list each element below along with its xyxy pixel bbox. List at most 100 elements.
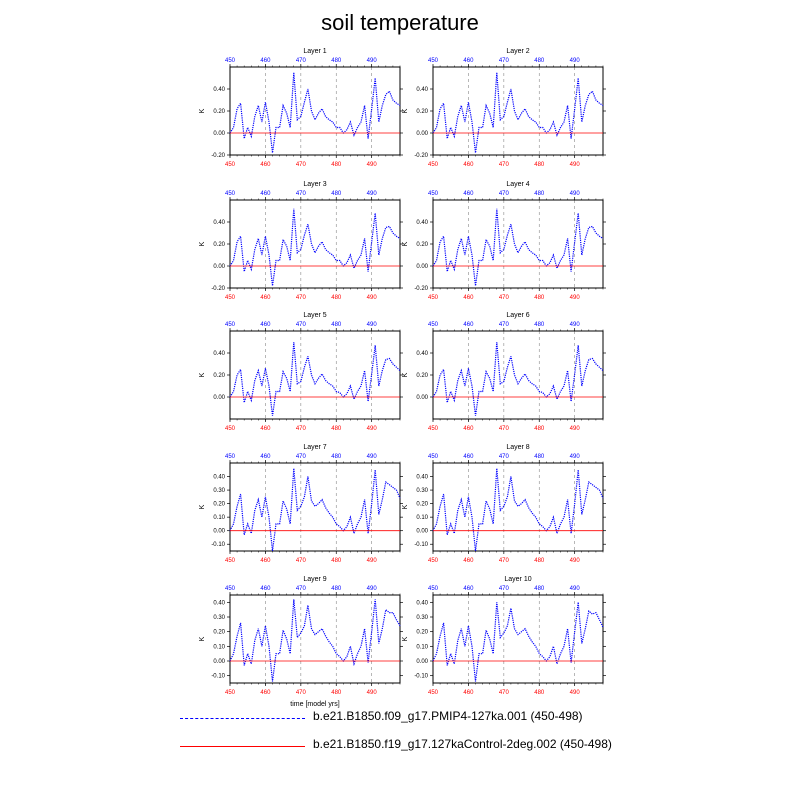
x-tick-label-top: 490 (367, 586, 378, 592)
x-tick-label-bottom: 470 (499, 558, 510, 564)
y-tick-label: 0.00 (416, 131, 428, 137)
y-tick-label: 0.20 (416, 109, 428, 115)
x-tick-label-top: 470 (296, 58, 307, 64)
x-tick-label-bottom: 480 (331, 558, 342, 564)
y-tick-label: 0.00 (416, 659, 428, 665)
y-tick-label: -0.20 (211, 286, 225, 292)
x-tick-label-top: 460 (260, 322, 271, 328)
panel-frame (229, 199, 401, 289)
x-tick-label-top: 490 (570, 191, 581, 197)
x-tick-label-top: 460 (260, 586, 271, 592)
x-tick-label-bottom: 460 (260, 426, 271, 432)
y-axis-label: K (199, 108, 206, 113)
x-tick-label-bottom: 470 (499, 690, 510, 696)
x-tick-label-top: 460 (463, 454, 474, 460)
y-tick-label: 0.10 (416, 515, 428, 521)
panel-layer-5: Layer 5 450 450 460 460 470 470 480 480 490 490 0.0… (199, 312, 403, 432)
y-tick-label: 0.10 (213, 644, 225, 650)
x-tick-label-bottom: 460 (260, 295, 271, 301)
x-tick-label-top: 450 (225, 454, 236, 460)
x-tick-label-bottom: 470 (296, 426, 307, 432)
x-tick-label-bottom: 470 (499, 295, 510, 301)
x-tick-label-bottom: 490 (367, 558, 378, 564)
y-axis-label: K (402, 108, 409, 113)
x-tick-label-bottom: 490 (367, 690, 378, 696)
x-tick-label-bottom: 460 (463, 690, 474, 696)
x-tick-label-top: 470 (499, 58, 510, 64)
x-tick-label-top: 460 (463, 322, 474, 328)
legend-entry-experiment: b.e21.B1850.f09_g17.PMIP4-127ka.001 (450… (180, 709, 620, 729)
x-tick-label-bottom: 450 (428, 426, 439, 432)
x-tick-label-bottom: 470 (296, 295, 307, 301)
panel-layer-8: Layer 8 450 450 460 460 470 470 480 480 490 490 -0.… (402, 444, 606, 564)
x-tick-label-bottom: 450 (225, 295, 236, 301)
panel-title: Layer 8 (506, 444, 529, 451)
x-tick-label-bottom: 450 (225, 690, 236, 696)
y-tick-label: -0.10 (414, 674, 428, 680)
x-tick-label-bottom: 470 (499, 162, 510, 168)
x-axis-label: time [model yrs] (290, 701, 339, 708)
panel-layer-7: Layer 7 450 450 460 460 470 470 480 480 490 490 -0.… (199, 444, 403, 564)
panel-layer-1: Layer 1 450 450 460 460 470 470 480 480 490 490 -0.… (199, 48, 403, 168)
y-axis-label: K (199, 636, 206, 641)
y-tick-label: 0.40 (213, 600, 225, 606)
x-tick-label-bottom: 450 (428, 558, 439, 564)
panel-frame (432, 199, 604, 289)
y-tick-label: 0.00 (416, 264, 428, 270)
series-line-experiment (432, 468, 604, 552)
x-tick-label-bottom: 490 (570, 558, 581, 564)
panel-frame (229, 330, 401, 420)
x-tick-label-bottom: 450 (428, 162, 439, 168)
x-tick-label-top: 470 (499, 322, 510, 328)
panel-frame (229, 66, 401, 156)
y-tick-label: -0.20 (414, 286, 428, 292)
x-tick-label-bottom: 480 (534, 558, 545, 564)
x-tick-label-top: 490 (367, 191, 378, 197)
x-tick-label-bottom: 480 (331, 162, 342, 168)
x-tick-label-top: 450 (428, 322, 439, 328)
legend-label-control: b.e21.B1850.f19_g17.127kaControl-2deg.00… (313, 737, 612, 751)
y-tick-label: -0.10 (211, 542, 225, 548)
x-tick-label-bottom: 490 (570, 295, 581, 301)
series-line-experiment (229, 72, 401, 153)
x-tick-label-bottom: 480 (331, 426, 342, 432)
series-line-experiment (229, 208, 401, 286)
y-tick-label: 0.00 (213, 131, 225, 137)
x-tick-label-bottom: 480 (534, 295, 545, 301)
x-tick-label-bottom: 450 (225, 558, 236, 564)
x-tick-label-top: 490 (570, 322, 581, 328)
y-tick-label: 0.40 (416, 220, 428, 226)
y-axis-label: K (199, 372, 206, 377)
x-tick-label-top: 480 (331, 58, 342, 64)
x-tick-label-top: 460 (463, 58, 474, 64)
y-tick-label: 0.40 (213, 220, 225, 226)
y-tick-label: 0.40 (416, 87, 428, 93)
x-tick-label-top: 480 (534, 586, 545, 592)
panel-title: Layer 1 (303, 48, 326, 55)
x-tick-label-bottom: 480 (331, 295, 342, 301)
series-line-experiment (432, 341, 604, 416)
x-tick-label-bottom: 480 (534, 690, 545, 696)
x-tick-label-bottom: 450 (428, 690, 439, 696)
x-tick-label-bottom: 490 (570, 162, 581, 168)
x-tick-label-top: 480 (534, 191, 545, 197)
legend-label-experiment: b.e21.B1850.f09_g17.PMIP4-127ka.001 (450… (313, 709, 583, 723)
panel-title: Layer 6 (506, 312, 529, 319)
x-tick-label-bottom: 470 (499, 426, 510, 432)
panel-title: Layer 5 (303, 312, 326, 319)
x-tick-label-bottom: 460 (463, 295, 474, 301)
y-axis-label: K (199, 504, 206, 509)
y-tick-label: 0.40 (213, 351, 225, 357)
y-tick-label: -0.10 (211, 674, 225, 680)
x-tick-label-bottom: 460 (260, 162, 271, 168)
y-tick-label: 0.20 (416, 242, 428, 248)
y-tick-label: -0.20 (414, 153, 428, 159)
x-tick-label-top: 460 (260, 58, 271, 64)
x-tick-label-top: 480 (331, 191, 342, 197)
y-axis-label: K (402, 241, 409, 246)
x-tick-label-top: 460 (260, 454, 271, 460)
y-axis-label: K (402, 636, 409, 641)
panel-title: Layer 7 (303, 444, 326, 451)
x-tick-label-top: 450 (225, 586, 236, 592)
series-line-experiment (229, 341, 401, 416)
